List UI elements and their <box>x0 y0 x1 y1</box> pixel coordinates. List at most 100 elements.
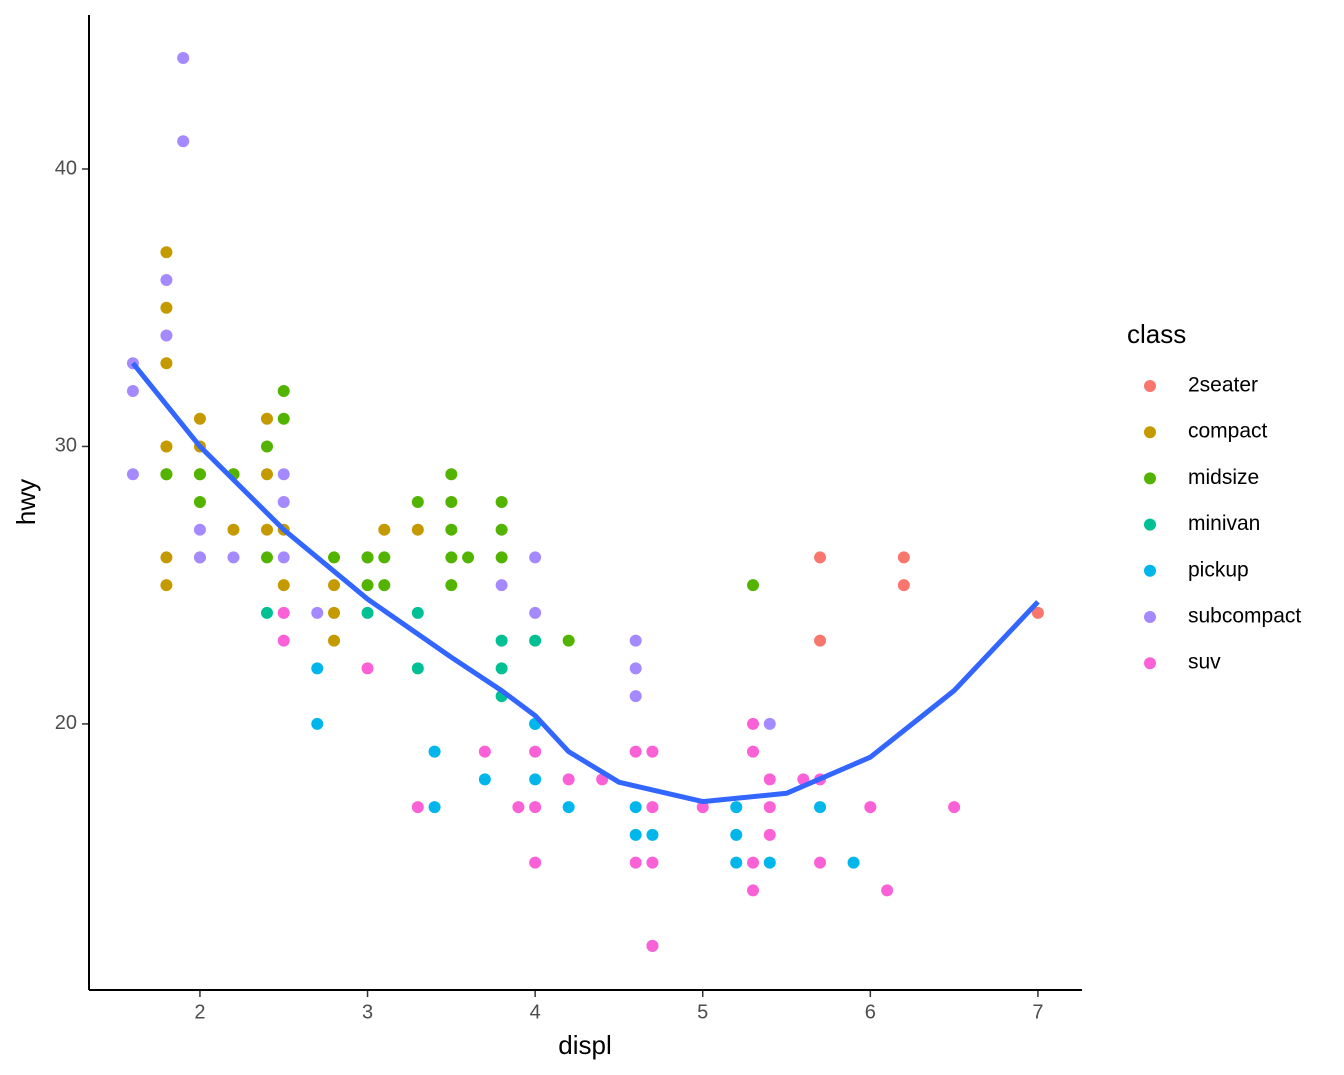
point <box>495 634 508 647</box>
legend-marker <box>1144 611 1156 623</box>
point <box>160 551 173 564</box>
point <box>864 801 877 814</box>
legend-marker <box>1144 380 1156 392</box>
point <box>747 745 760 758</box>
point <box>747 579 760 592</box>
point <box>260 412 273 425</box>
legend-label: subcompact <box>1188 605 1301 628</box>
point <box>529 551 542 564</box>
point <box>328 634 341 647</box>
point <box>378 523 391 536</box>
point <box>277 384 290 397</box>
point <box>193 468 206 481</box>
point <box>160 357 173 370</box>
legend-label: 2seater <box>1188 374 1258 397</box>
point <box>260 468 273 481</box>
point <box>445 523 458 536</box>
point <box>227 551 240 564</box>
point <box>629 801 642 814</box>
point <box>193 551 206 564</box>
point <box>328 551 341 564</box>
point <box>529 773 542 786</box>
point <box>177 52 190 65</box>
point <box>411 801 424 814</box>
point <box>193 412 206 425</box>
point <box>478 773 491 786</box>
point <box>696 801 709 814</box>
point <box>646 801 659 814</box>
x-tick-label: 3 <box>362 1001 373 1023</box>
point <box>277 606 290 619</box>
point <box>445 551 458 564</box>
point <box>160 440 173 453</box>
x-tick-label: 6 <box>865 1001 876 1023</box>
point <box>495 551 508 564</box>
point <box>529 745 542 758</box>
point <box>495 579 508 592</box>
legend-marker <box>1144 518 1156 531</box>
point <box>193 495 206 508</box>
legend-label: midsize <box>1188 466 1259 489</box>
point <box>428 745 441 758</box>
point <box>411 523 424 536</box>
point <box>646 828 659 841</box>
y-tick-label: 30 <box>55 435 77 457</box>
y-tick-label: 40 <box>55 157 77 179</box>
point <box>512 801 525 814</box>
point <box>747 856 760 869</box>
point <box>747 884 760 897</box>
point <box>445 468 458 481</box>
point <box>445 495 458 508</box>
point <box>897 579 910 592</box>
point <box>529 634 542 647</box>
point <box>629 745 642 758</box>
point <box>277 551 290 564</box>
point <box>260 551 273 564</box>
point <box>495 523 508 536</box>
point <box>126 384 139 397</box>
point <box>311 717 324 730</box>
point <box>277 495 290 508</box>
point <box>495 495 508 508</box>
x-tick-label: 4 <box>530 1001 541 1023</box>
point <box>763 801 776 814</box>
point <box>629 828 642 841</box>
point <box>495 662 508 675</box>
x-tick-label: 2 <box>194 1001 205 1023</box>
point <box>277 579 290 592</box>
point <box>277 634 290 647</box>
point <box>361 606 374 619</box>
point <box>160 246 173 259</box>
legend-marker <box>1144 426 1156 439</box>
point <box>629 856 642 869</box>
point <box>160 301 173 314</box>
point <box>562 634 575 647</box>
point <box>730 801 743 814</box>
point <box>193 523 206 536</box>
point <box>562 801 575 814</box>
point <box>462 551 475 564</box>
point <box>763 856 776 869</box>
point <box>411 662 424 675</box>
y-tick-label: 20 <box>55 712 77 734</box>
legend-marker <box>1144 564 1156 577</box>
x-axis-title: displ <box>558 1030 611 1060</box>
point <box>763 773 776 786</box>
point <box>814 634 827 647</box>
point <box>629 690 642 703</box>
point <box>814 551 827 564</box>
point <box>378 551 391 564</box>
point <box>260 523 273 536</box>
point <box>277 468 290 481</box>
point <box>160 579 173 592</box>
legend-label: minivan <box>1188 512 1260 535</box>
point <box>646 745 659 758</box>
point <box>361 551 374 564</box>
point <box>361 662 374 675</box>
point <box>177 135 190 148</box>
point <box>529 856 542 869</box>
point <box>361 579 374 592</box>
point <box>646 939 659 952</box>
legend-label: pickup <box>1188 558 1249 581</box>
x-tick-label: 7 <box>1032 1001 1043 1023</box>
